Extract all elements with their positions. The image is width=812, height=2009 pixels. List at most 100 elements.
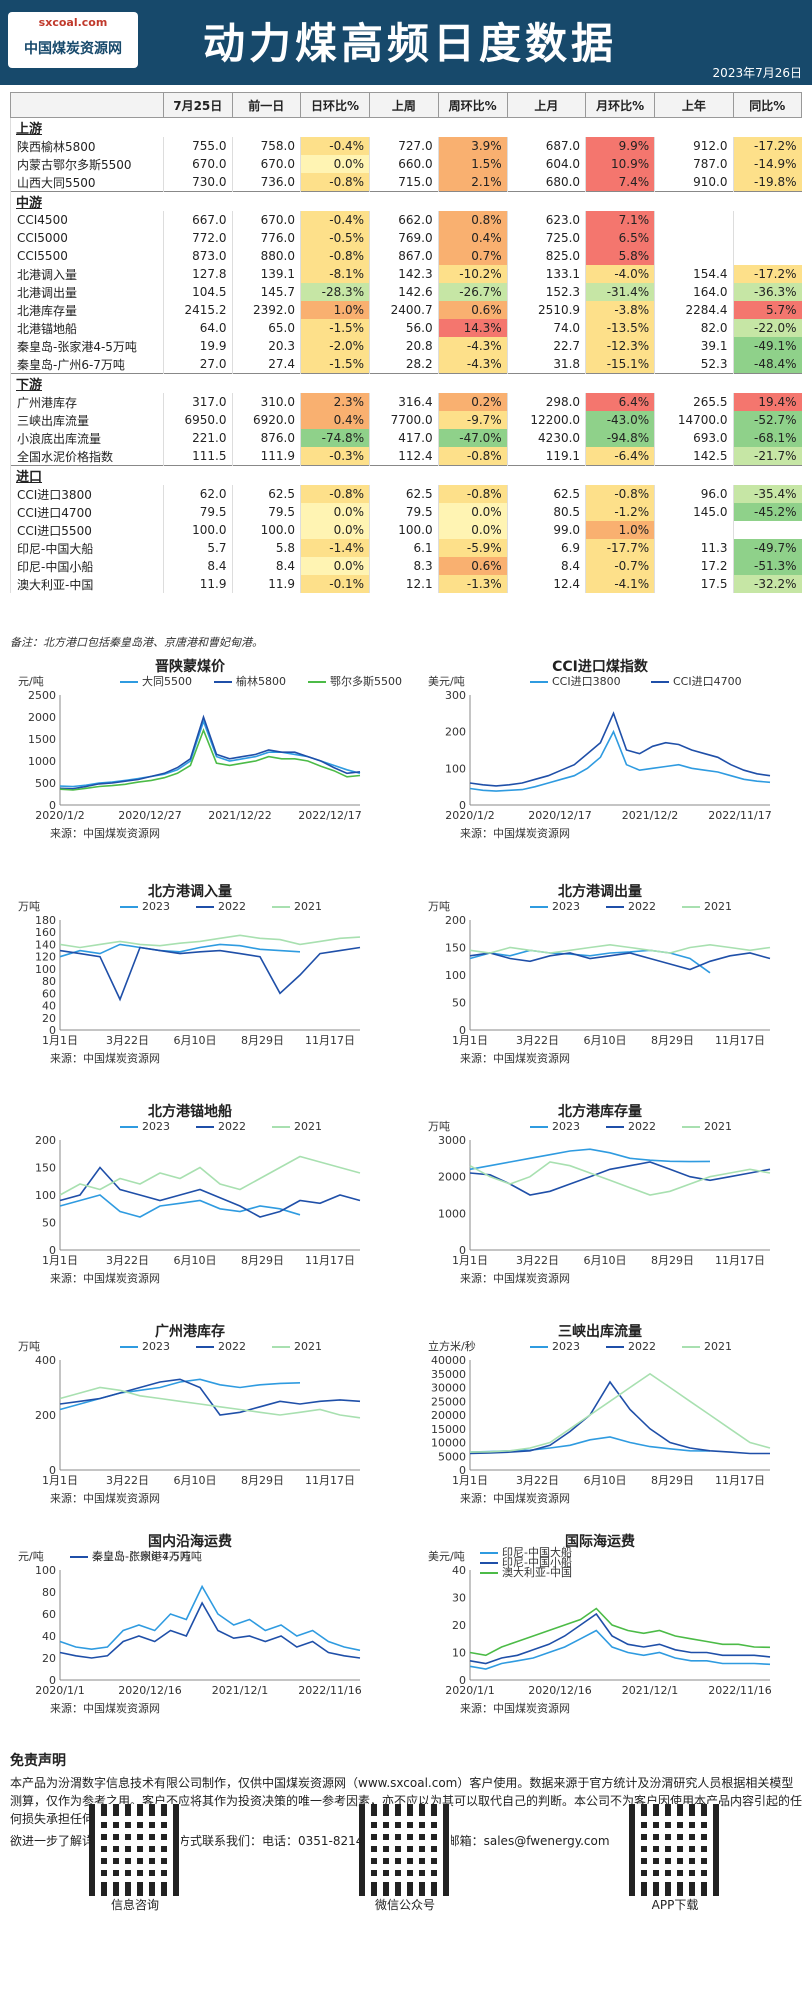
legend-entry: 2021 [704,1120,732,1133]
x-tick-label: 2020/1/2 [445,809,494,822]
cell-value: -13.5% [585,319,655,337]
x-tick-label: 2020/1/1 [445,1684,494,1697]
cell-value [654,211,733,229]
y-tick-label: 300 [445,689,466,702]
qr-wechat[interactable]: 微信公众号 [350,1804,460,1913]
cell-value: 680.0 [506,173,586,192]
qr-app[interactable]: APP下载 [620,1804,730,1913]
cell-value: 65.0 [231,319,301,337]
cell-value: 62.5 [506,485,586,503]
chart-title: 北方港库存量 [558,1103,642,1120]
qr-label: APP下载 [651,1898,699,1912]
disclaimer-title: 免责声明 [10,1753,66,1769]
cell-value [732,247,802,265]
table-row: 内蒙古鄂尔多斯5500 670.0 670.0 0.0% 660.0 1.5% 604.0 1… [10,155,802,173]
cell-value: 0.8% [437,211,508,229]
x-tick-label: 2020/1/1 [35,1684,84,1697]
cell-value: 152.3 [506,283,586,301]
chart-source: 来源：中国煤炭资源网 [50,1701,160,1715]
x-tick-label: 2021/12/2 [622,809,678,822]
legend-entry: 大同5500 [142,674,192,688]
cell-value: 876.0 [231,429,301,447]
row-label: 北港库存量 [10,301,164,319]
table-row: 广州港库存 317.0 310.0 2.3% 316.4 0.2% 298.0 6.4% 265… [10,393,802,411]
cell-value: 145.0 [654,503,733,521]
cell-value: -15.1% [585,355,655,374]
row-label: 小浪底出库流量 [10,429,164,447]
legend-entry: 2023 [142,900,170,913]
series-line [59,1166,361,1218]
cell-value: -0.8% [585,485,655,503]
cell-value: -17.7% [585,539,655,557]
cell-value: -1.4% [299,539,370,557]
report-date: 2023年7月26日 [712,66,802,80]
cell-value: -8.1% [299,265,370,283]
x-tick-label: 6月10日 [584,1254,627,1267]
x-tick-label: 2022/12/17 [298,809,361,822]
x-tick-label: 8月29日 [241,1474,284,1487]
cell-value: 133.1 [506,265,586,283]
x-tick-label: 11月17日 [305,1254,355,1267]
chart-title: 三峡出库流量 [558,1323,642,1340]
column-header: 上周 [369,92,439,118]
legend-entry: 2023 [142,1120,170,1133]
cell-value: 6.5% [585,229,655,247]
table-row: 秦皇岛-广州6-7万吨 27.0 27.4 -1.5% 28.2 -4.3% 31.8 -15… [10,355,802,374]
legend-entry: 2021 [294,1340,322,1353]
series-line [59,1194,301,1218]
cell-value: 7.1% [585,211,655,229]
cell-value: -94.8% [585,429,655,447]
row-label: 内蒙古鄂尔多斯5500 [10,155,164,173]
qr-info[interactable]: 信息咨询 [80,1804,190,1913]
y-axis-label: 立方米/秒 [428,1339,476,1353]
y-tick-label: 100 [445,969,466,982]
legend-entry: 2023 [552,1340,580,1353]
chart-p3: 北方港调入量 万吨 2023 2022 2021 0 20 40 60 80 100 120 140 16… [10,880,370,1074]
cell-value: -68.1% [732,429,802,447]
cell-value: -35.4% [732,485,802,503]
cell-value: 2400.7 [369,301,439,319]
cell-value: -0.8% [437,485,508,503]
cell-value: 4230.0 [506,429,586,447]
section-row: 进口 [10,465,802,485]
chart-title: 国际海运费 [565,1533,635,1550]
cell-value: 298.0 [506,393,586,411]
cell-value: -0.8% [299,485,370,503]
chart-source: 来源：中国煤炭资源网 [460,1491,570,1505]
chart-source: 来源：中国煤炭资源网 [460,826,570,840]
y-tick-label: 160 [35,926,56,939]
row-label: CCI5000 [10,229,164,247]
y-tick-label: 20 [42,1652,56,1665]
cell-value: 0.0% [299,503,370,521]
section-label: 下游 [10,373,802,393]
legend-entry: 2022 [628,1120,656,1133]
y-axis-label: 美元/吨 [428,1550,465,1563]
cell-value: 758.0 [231,137,301,155]
y-tick-label: 80 [42,975,56,988]
column-header: 周环比% [437,92,508,118]
cell-value: 154.4 [654,265,733,283]
x-tick-label: 2020/1/2 [35,809,84,822]
cell-value: 6920.0 [231,411,301,429]
cell-value: -6.4% [585,447,655,466]
cell-value: 39.1 [654,337,733,355]
cell-value: 623.0 [506,211,586,229]
cell-value: -51.3% [732,557,802,575]
cell-value: -19.8% [732,173,802,192]
y-tick-label: 80 [42,1586,56,1599]
legend-entry: 2021 [294,900,322,913]
chart-source: 来源：中国煤炭资源网 [460,1051,570,1065]
row-label: 陕西榆林5800 [10,137,164,155]
cell-value [654,247,733,265]
y-tick-label: 180 [35,914,56,927]
cell-value: 111.9 [231,447,301,466]
table-row: 小浪底出库流量 221.0 876.0 -74.8% 417.0 -47.0% 4230.0… [10,429,802,447]
table-row: CCI4500 667.0 670.0 -0.4% 662.0 0.8% 623.0 7.1% [10,211,802,229]
y-axis-label: 元/吨 [18,675,44,688]
cell-value: -0.4% [299,211,370,229]
chart-source: 来源：中国煤炭资源网 [50,1051,160,1065]
column-header: 同比% [732,92,802,118]
cell-value: 82.0 [654,319,733,337]
cell-value: 62.0 [163,485,232,503]
